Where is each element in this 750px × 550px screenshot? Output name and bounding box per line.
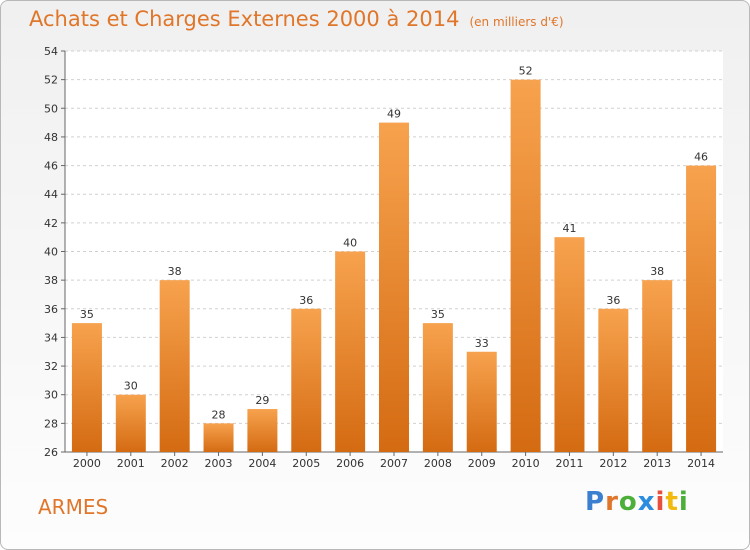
value-label-2000: 35 [80, 308, 94, 321]
x-tick-label-2012: 2012 [599, 457, 627, 470]
value-label-2007: 49 [387, 108, 401, 121]
value-label-2014: 46 [694, 151, 708, 164]
y-tick-label: 54 [44, 45, 58, 58]
x-tick-label-2008: 2008 [424, 457, 452, 470]
x-tick-label-2014: 2014 [687, 457, 715, 470]
value-label-2003: 28 [212, 408, 226, 421]
bar-2010 [510, 79, 541, 453]
value-label-2009: 33 [475, 337, 489, 350]
chart-subtitle: (en milliers d'€) [469, 15, 564, 29]
bar-2003 [203, 423, 234, 452]
value-label-2001: 30 [124, 380, 138, 393]
bar-2001 [115, 394, 146, 452]
value-label-2008: 35 [431, 308, 445, 321]
y-tick-label: 32 [44, 360, 58, 373]
x-tick-label-2005: 2005 [292, 457, 320, 470]
x-tick-label-2011: 2011 [555, 457, 583, 470]
bar-2000 [71, 323, 102, 452]
bar-2008 [422, 323, 453, 452]
y-tick-label: 26 [44, 446, 58, 459]
x-tick-label-2006: 2006 [336, 457, 364, 470]
bar-2014 [686, 165, 717, 453]
x-tick-label-2001: 2001 [117, 457, 145, 470]
x-tick-label-2013: 2013 [643, 457, 671, 470]
bar-2009 [466, 351, 497, 452]
y-tick-label: 36 [44, 303, 58, 316]
bar-2002 [159, 280, 190, 452]
x-tick-label-2002: 2002 [161, 457, 189, 470]
bar-2011 [554, 237, 585, 452]
value-label-2005: 36 [299, 294, 313, 307]
value-label-2013: 38 [650, 265, 664, 278]
y-tick-label: 52 [44, 74, 58, 87]
chart-title-text: Achats et Charges Externes 2000 à 2014 [29, 7, 460, 31]
y-tick-label: 48 [44, 131, 58, 144]
bar-2012 [598, 308, 629, 452]
x-tick-label-2010: 2010 [512, 457, 540, 470]
value-label-2006: 40 [343, 237, 357, 250]
place-label: ARMES [38, 495, 109, 519]
y-tick-label: 50 [44, 102, 58, 115]
proxiti-logo: Proxiti [585, 487, 689, 517]
y-tick-label: 28 [44, 417, 58, 430]
y-tick-label: 44 [44, 188, 58, 201]
x-tick-label-2007: 2007 [380, 457, 408, 470]
value-label-2012: 36 [606, 294, 620, 307]
chart-title: Achats et Charges Externes 2000 à 2014 (e… [29, 7, 564, 31]
value-label-2011: 41 [562, 222, 576, 235]
bar-2013 [642, 280, 673, 452]
value-label-2010: 52 [519, 65, 533, 78]
x-tick-label-2009: 2009 [468, 457, 496, 470]
x-tick-label-2003: 2003 [205, 457, 233, 470]
y-tick-label: 42 [44, 217, 58, 230]
x-tick-label-2000: 2000 [73, 457, 101, 470]
value-label-2002: 38 [168, 265, 182, 278]
bar-2007 [379, 122, 409, 452]
y-tick-label: 46 [44, 160, 58, 173]
y-tick-label: 34 [44, 331, 58, 344]
y-tick-label: 30 [44, 389, 58, 402]
bar-2005 [291, 308, 322, 452]
value-label-2004: 29 [255, 394, 269, 407]
y-tick-label: 38 [44, 274, 58, 287]
x-tick-label-2004: 2004 [248, 457, 276, 470]
bar-2006 [335, 251, 366, 452]
bar-2004 [247, 409, 278, 452]
y-tick-label: 40 [44, 246, 58, 259]
